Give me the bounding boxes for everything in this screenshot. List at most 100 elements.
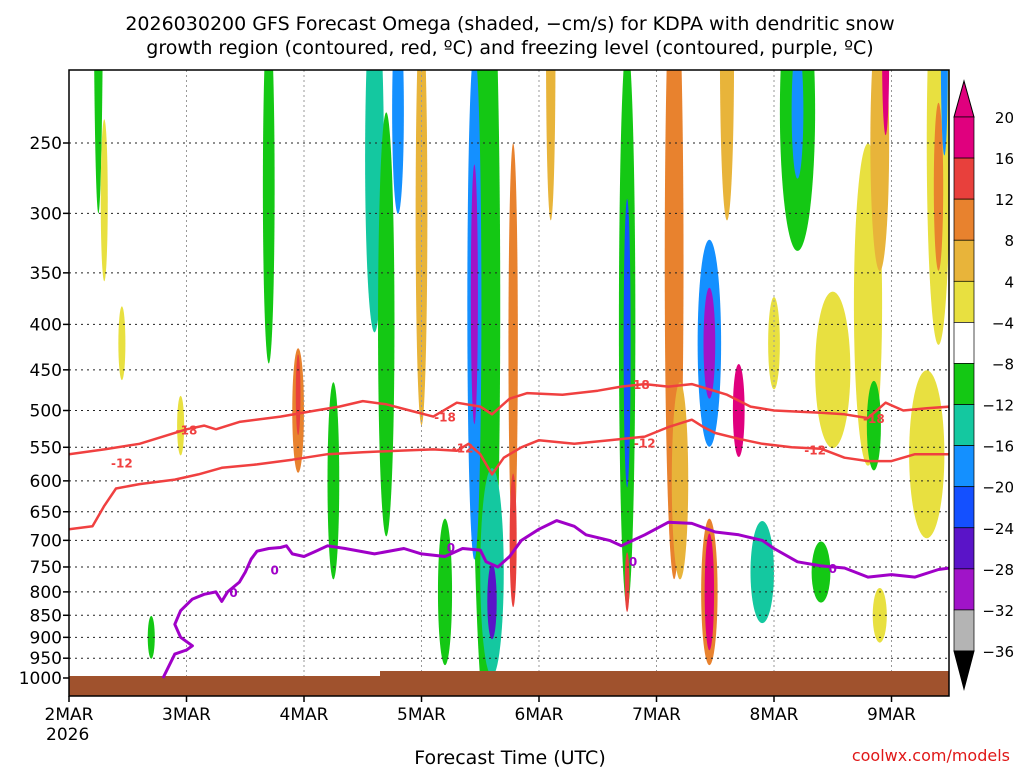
omega-cell bbox=[623, 199, 631, 488]
omega-cell bbox=[392, 70, 404, 214]
y-tick-label: 1000 bbox=[19, 669, 62, 689]
freezing-level-0c-label: 0 bbox=[447, 541, 455, 555]
x-tick-label: 6MAR bbox=[515, 705, 564, 725]
colorbar-label: −36 bbox=[982, 643, 1014, 661]
freezing-level-0c bbox=[161, 519, 949, 679]
year-label: 2026 bbox=[46, 725, 89, 745]
omega-cell bbox=[732, 363, 745, 458]
x-tick-label: 9MAR bbox=[867, 705, 916, 725]
y-axis-ticks: 2503003504004505005506006507007508008509… bbox=[19, 134, 69, 689]
omega-cell bbox=[487, 563, 497, 640]
colorbar-label: 8 bbox=[1004, 232, 1014, 250]
omega-cell bbox=[100, 119, 108, 282]
colorbar-label: −24 bbox=[982, 520, 1014, 538]
colorbar-label: 4 bbox=[1004, 273, 1014, 291]
colorbar-swatch bbox=[953, 322, 975, 364]
isotherm-minus12-label: -12 bbox=[452, 441, 474, 455]
plot-frame bbox=[68, 69, 950, 697]
freezing-level-0c-label: 0 bbox=[829, 562, 837, 576]
freezing-level-0c-label: 0 bbox=[629, 555, 637, 569]
x-tick-label: 8MAR bbox=[750, 705, 799, 725]
omega-cell bbox=[378, 112, 395, 537]
omega-cell bbox=[703, 287, 716, 399]
omega-cell bbox=[508, 143, 518, 544]
colorbar-swatch bbox=[953, 116, 975, 159]
y-tick-label: 800 bbox=[30, 583, 62, 603]
omega-cell bbox=[704, 533, 715, 651]
colorbar-label: −20 bbox=[982, 479, 1014, 497]
colorbar-label: −32 bbox=[982, 602, 1014, 620]
x-tick-label: 2MAR bbox=[45, 705, 94, 725]
colorbar-swatch bbox=[953, 157, 975, 200]
freezing-level-0c-label: 0 bbox=[229, 586, 237, 600]
isotherm-minus12-label: -12 bbox=[111, 456, 133, 470]
chart-title-line2: growth region (contoured, red, ºC) and f… bbox=[146, 37, 873, 59]
y-tick-label: 450 bbox=[30, 361, 62, 381]
colorbar: 20 16 12 8 4 −4 −8 −12 −16 −20 −24 −28 −32 −36 bbox=[953, 79, 1014, 691]
y-tick-label: 750 bbox=[30, 558, 62, 578]
chart-title-line1: 2026030200 GFS Forecast Omega (shaded, −… bbox=[125, 13, 894, 35]
colorbar-swatch bbox=[953, 404, 975, 446]
y-tick-label: 700 bbox=[30, 531, 62, 551]
colorbar-label: −4 bbox=[992, 314, 1014, 332]
omega-cell bbox=[811, 541, 831, 603]
colorbar-swatch bbox=[953, 363, 975, 405]
isotherm-minus12 bbox=[69, 418, 949, 531]
colorbar-swatch bbox=[953, 609, 975, 652]
colorbar-arrow-top bbox=[953, 79, 975, 118]
colorbar-label: −28 bbox=[982, 561, 1014, 579]
isotherm-minus18 bbox=[69, 382, 949, 456]
y-tick-label: 900 bbox=[30, 628, 62, 648]
colorbar-swatch bbox=[953, 198, 975, 241]
omega-cell bbox=[295, 354, 301, 436]
colorbar-swatch bbox=[953, 445, 975, 488]
y-tick-label: 950 bbox=[30, 649, 62, 669]
colorbar-swatch bbox=[953, 486, 975, 529]
terrain-fill bbox=[69, 671, 949, 696]
colorbar-swatch bbox=[953, 280, 975, 323]
colorbar-label: 20 bbox=[995, 109, 1014, 127]
x-axis-ticks: 2MAR 3MAR 4MAR 5MAR 6MAR 7MAR 8MAR 9MAR bbox=[45, 696, 916, 725]
y-tick-label: 500 bbox=[30, 402, 62, 422]
isotherm-minus12-label: -12 bbox=[804, 443, 826, 457]
omega-cell bbox=[940, 70, 948, 156]
omega-cell bbox=[768, 297, 780, 390]
ground-surface bbox=[69, 676, 949, 696]
isotherm-minus18-label: -18 bbox=[434, 411, 456, 425]
x-tick-label: 3MAR bbox=[162, 705, 211, 725]
colorbar-label: −12 bbox=[982, 397, 1014, 415]
colorbar-swatch bbox=[953, 568, 975, 611]
omega-cell bbox=[750, 521, 774, 624]
omega-cell bbox=[866, 380, 881, 471]
colorbar-swatch bbox=[953, 239, 975, 282]
colorbar-swatch bbox=[953, 527, 975, 570]
omega-cell bbox=[791, 70, 804, 179]
omega-cell bbox=[118, 306, 126, 381]
x-tick-label: 4MAR bbox=[280, 705, 329, 725]
x-tick-label: 7MAR bbox=[632, 705, 681, 725]
isotherm-minus18-label: -18 bbox=[176, 423, 198, 437]
colorbar-label: −16 bbox=[982, 438, 1014, 456]
y-tick-label: 350 bbox=[30, 264, 62, 284]
omega-cell bbox=[94, 70, 103, 214]
y-tick-label: 300 bbox=[30, 204, 62, 224]
contours: -18 -18 -18 -18 -12 -12 -12 -12 0 0 0 0 0 bbox=[69, 378, 949, 679]
omega-cell bbox=[933, 102, 944, 271]
y-tick-label: 600 bbox=[30, 472, 62, 492]
colorbar-arrow-bottom bbox=[953, 650, 975, 691]
watermark: coolwx.com/models bbox=[852, 746, 1010, 765]
colorbar-label: 12 bbox=[995, 191, 1014, 209]
omega-cell bbox=[262, 70, 275, 364]
y-tick-label: 400 bbox=[30, 315, 62, 335]
colorbar-label: 16 bbox=[995, 150, 1014, 168]
y-tick-label: 250 bbox=[30, 134, 62, 154]
omega-cell bbox=[147, 615, 155, 659]
ground-surface bbox=[380, 671, 949, 677]
y-tick-label: 650 bbox=[30, 503, 62, 523]
omega-cell bbox=[470, 164, 478, 425]
isotherm-minus12-label: -12 bbox=[634, 436, 656, 450]
omega-cell bbox=[719, 70, 735, 221]
y-tick-label: 850 bbox=[30, 606, 62, 626]
omega-cell bbox=[882, 70, 890, 136]
